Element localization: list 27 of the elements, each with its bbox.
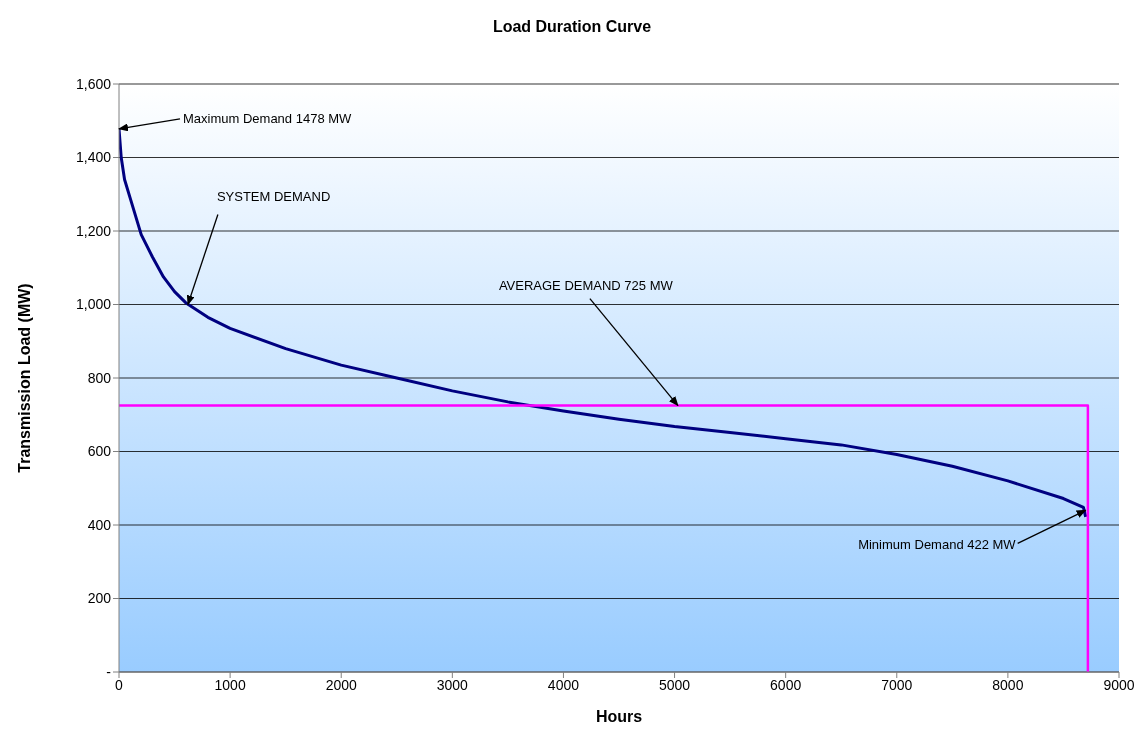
annotation: Maximum Demand 1478 MW xyxy=(183,110,353,126)
annotation: Minimum Demand 422 MW xyxy=(858,537,1017,553)
x-tick-label: 2000 xyxy=(325,676,357,693)
x-tick-label: 7000 xyxy=(881,676,913,693)
y-tick-label: 1,200 xyxy=(75,222,112,239)
x-tick-label: 8000 xyxy=(992,676,1024,693)
line-series xyxy=(119,127,1088,519)
y-tick-label: 1,600 xyxy=(75,75,112,92)
y-axis-title: Transmission Load (MW) xyxy=(15,283,33,473)
x-tick-label: 6000 xyxy=(770,676,802,693)
y-tick-label: 400 xyxy=(87,516,112,533)
x-tick-label: 1000 xyxy=(214,676,246,693)
x-tick-label: 3000 xyxy=(436,676,469,693)
x-tick-label: 4000 xyxy=(547,676,580,693)
y-tick-label: 200 xyxy=(87,590,112,607)
x-axis-title: Hours xyxy=(595,708,643,725)
y-tick-label: 1,000 xyxy=(75,296,112,313)
x-tick-label: 5000 xyxy=(658,676,691,693)
y-tick-label: 1,400 xyxy=(75,149,112,166)
y-tick-label: - xyxy=(106,663,112,680)
annotation: SYSTEM DEMAND xyxy=(216,188,331,204)
y-tick-label: 800 xyxy=(87,369,112,386)
y-tick-label: 600 xyxy=(87,443,112,460)
chart-title: Load Duration Curve xyxy=(491,18,653,36)
x-tick-label: 9000 xyxy=(1103,676,1135,693)
annotation: AVERAGE DEMAND 725 MW xyxy=(498,277,674,293)
x-tick-label: 0 xyxy=(115,676,124,693)
